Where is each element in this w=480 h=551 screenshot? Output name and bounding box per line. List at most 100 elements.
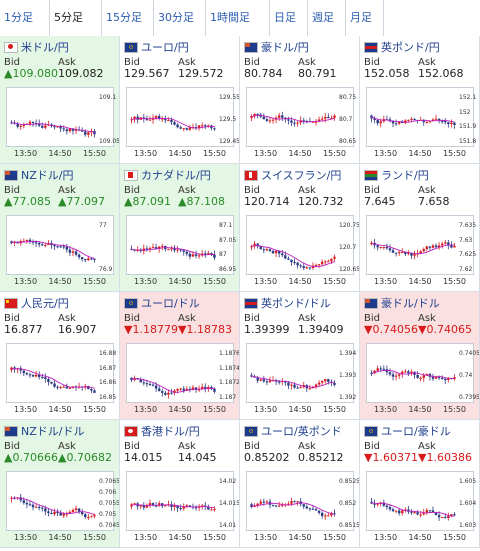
tab-30min[interactable]: 30分足	[154, 0, 206, 36]
currency-card[interactable]: カナダドル/円 Bid Ask ▲87.091 ▲87.108 87.1 87.05 87 86…	[120, 164, 240, 292]
currency-card[interactable]: 豪ドル/ドル Bid Ask ▼0.74056 ▼0.74065 0.7405 0.74 0.…	[360, 292, 480, 420]
mini-candlestick-chart[interactable]: 14.02 14.015 14.01	[126, 471, 239, 531]
mini-candlestick-chart[interactable]: 120.75 120.7 120.65	[246, 215, 359, 275]
candle-body	[62, 386, 65, 388]
candle-body	[314, 509, 318, 511]
candle-body	[287, 119, 290, 121]
mini-candlestick-chart[interactable]: 0.7065 0.706 0.7055 0.705 0.7045	[6, 471, 119, 531]
candle-body	[164, 118, 167, 121]
currency-card[interactable]: ユーロ/豪ドル Bid Ask ▼1.60371 ▼1.60386 1.605 1.604 1…	[360, 420, 480, 548]
candle-body	[68, 387, 72, 389]
mini-candlestick-chart[interactable]: 87.1 87.05 87 86.95	[126, 215, 237, 275]
candle-body	[87, 132, 90, 135]
pair-name[interactable]: ユーロ/ドル	[141, 297, 200, 310]
currency-card[interactable]: NZドル/円 Bid Ask ▲77.085 ▲77.097 77 76.9 13:50 14:…	[0, 164, 120, 292]
candle-body	[188, 253, 192, 257]
mini-candlestick-chart[interactable]: 1.394 1.393 1.392	[246, 343, 356, 403]
candle-body	[59, 246, 62, 248]
candle-body	[330, 513, 333, 516]
flag-icon	[244, 425, 258, 437]
candle-body	[450, 514, 453, 516]
candle-body	[59, 126, 62, 129]
candle-body	[290, 501, 293, 504]
candle-body	[419, 377, 422, 379]
mini-candlestick-chart[interactable]: 7.635 7.63 7.625 7.62	[366, 215, 476, 275]
mini-candlestick-chart[interactable]: 109.1 109.05	[6, 87, 119, 147]
pair-name[interactable]: 豪ドル/ドル	[381, 297, 440, 310]
currency-card[interactable]: ユーロ/英ポンド Bid Ask 0.85202 0.85212 0.8525 0.852 0…	[240, 420, 360, 548]
currency-card[interactable]: ユーロ/円 Bid Ask 129.567 129.572 129.55 129.5 129.…	[120, 36, 240, 164]
candle-body	[317, 264, 321, 266]
pair-name[interactable]: NZドル/円	[21, 169, 74, 182]
mini-candlestick-chart[interactable]: 0.8525 0.852 0.8515	[246, 471, 359, 531]
candle-body	[391, 250, 395, 253]
moving-average-line	[251, 245, 335, 268]
candle-body	[410, 253, 413, 256]
candle-body	[87, 386, 90, 390]
currency-card[interactable]: ランド/円 Bid Ask 7.645 7.658 7.635 7.63 7.625 7.62 1…	[360, 164, 480, 292]
bid-value: 80.784	[244, 67, 283, 80]
candle-body	[376, 245, 379, 248]
pair-name[interactable]: 米ドル/円	[21, 41, 69, 54]
candle-body	[250, 246, 253, 248]
candle-body	[259, 246, 262, 250]
currency-card[interactable]: ユーロ/ドル Bid Ask ▼1.18779 ▼1.18783 1.1876 1.1874…	[120, 292, 240, 420]
currency-card[interactable]: 英ポンド/ドル Bid Ask 1.39399 1.39409 1.394 1.393 1.3…	[240, 292, 360, 420]
mini-candlestick-chart[interactable]: 80.75 80.7 80.65	[246, 87, 356, 147]
currency-card[interactable]: 英ポンド/円 Bid Ask 152.058 152.068 152.1 152 151.9 1…	[360, 36, 480, 164]
time-label: 14:50	[288, 277, 312, 286]
pair-name[interactable]: スイスフラン/円	[261, 169, 342, 182]
candle-body	[271, 119, 275, 121]
pair-name[interactable]: ユーロ/円	[141, 41, 189, 54]
mini-candlestick-chart[interactable]: 1.605 1.604 1.603	[366, 471, 476, 531]
mini-candlestick-chart[interactable]: 129.55 129.5 129.45	[126, 87, 239, 147]
mini-candlestick-chart[interactable]: 0.7405 0.74 0.7395	[366, 343, 479, 403]
y-tick-label: 80.7	[339, 116, 353, 123]
pair-name[interactable]: 英ポンド/ドル	[261, 297, 331, 310]
candle-body	[176, 124, 179, 128]
currency-card[interactable]: 米ドル/円 Bid Ask ▲109.080 109.082 109.1 109.05 13:…	[0, 36, 120, 164]
time-label: 13:50	[134, 149, 158, 158]
currency-card[interactable]: NZドル/ドル Bid Ask ▲0.70666 ▲0.70682 0.7065 0.706…	[0, 420, 120, 548]
pair-name[interactable]: 人民元/円	[21, 297, 69, 310]
pair-name[interactable]: 英ポンド/円	[381, 41, 440, 54]
pair-name[interactable]: 香港ドル/円	[141, 425, 200, 438]
pair-name[interactable]: ランド/円	[381, 169, 429, 182]
candle-body	[133, 249, 136, 251]
currency-card[interactable]: 豪ドル/円 Bid Ask 80.784 80.791 80.75 80.7 80.65 13:…	[240, 36, 360, 164]
ask-label: Ask	[298, 441, 316, 452]
mini-candlestick-chart[interactable]: 77 76.9	[6, 215, 114, 275]
y-tick-label: 86.95	[219, 266, 237, 273]
currency-card[interactable]: 香港ドル/円 Bid Ask 14.015 14.045 14.02 14.015 14.01…	[120, 420, 240, 548]
mini-candlestick-chart[interactable]: 152.1 152 151.9 151.8	[366, 87, 476, 147]
pair-name[interactable]: 豪ドル/円	[261, 41, 309, 54]
bid-label: Bid	[124, 441, 140, 452]
pair-name[interactable]: ユーロ/豪ドル	[381, 425, 451, 438]
candle-body	[207, 125, 210, 127]
candle-body	[385, 246, 389, 249]
currency-card[interactable]: 人民元/円 Bid Ask 16.877 16.907 16.88 16.87 16.86 16…	[0, 292, 120, 420]
mini-candlestick-chart[interactable]: 16.88 16.87 16.86 16.85	[6, 343, 116, 403]
tab-15min[interactable]: 15分足	[102, 0, 154, 36]
mini-candlestick-chart[interactable]: 1.1876 1.1874 1.1872 1.187	[126, 343, 239, 403]
tab-weekly[interactable]: 週足	[308, 0, 346, 36]
bid-label: Bid	[124, 57, 140, 68]
candle-body	[145, 118, 149, 120]
bid-label: Bid	[4, 441, 20, 452]
ask-value: 152.068	[418, 67, 464, 80]
pair-name[interactable]: ユーロ/英ポンド	[261, 425, 342, 438]
flag-icon	[4, 425, 18, 437]
candle-body	[320, 381, 324, 383]
tab-1min[interactable]: 1分足	[0, 0, 50, 36]
pair-name[interactable]: カナダドル/円	[141, 169, 211, 182]
y-tick-label: 14.015	[219, 500, 240, 507]
tab-1hour[interactable]: 1時間足	[206, 0, 270, 36]
pair-name[interactable]: NZドル/ドル	[21, 425, 85, 438]
candle-body	[53, 126, 56, 128]
tab-5min[interactable]: 5分足	[50, 0, 102, 36]
currency-card[interactable]: スイスフラン/円 Bid Ask 120.714 120.732 120.75 120.7 1…	[240, 164, 360, 292]
tab-daily[interactable]: 日足	[270, 0, 308, 36]
candle-body	[59, 513, 62, 516]
tab-monthly[interactable]: 月足	[346, 0, 384, 36]
candle-body	[31, 121, 35, 124]
